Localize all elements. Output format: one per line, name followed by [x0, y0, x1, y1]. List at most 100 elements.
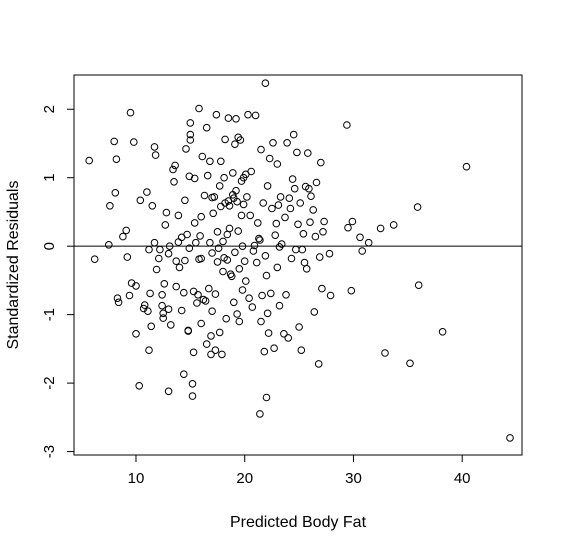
- data-point: [262, 393, 271, 402]
- data-point: [256, 410, 264, 418]
- data-point: [212, 110, 221, 119]
- data-point: [200, 191, 209, 200]
- data-point: [280, 330, 288, 338]
- data-point: [126, 108, 135, 117]
- data-point: [192, 238, 200, 247]
- data-point: [273, 160, 282, 168]
- data-point: [215, 328, 224, 337]
- data-point: [222, 314, 230, 323]
- data-point: [159, 314, 167, 322]
- data-point: [159, 309, 167, 318]
- data-point: [290, 184, 299, 193]
- data-point: [162, 208, 171, 217]
- data-point: [219, 237, 227, 246]
- data-point: [160, 280, 169, 288]
- y-tick-label: 1: [41, 174, 58, 182]
- data-point: [245, 294, 253, 303]
- data-point: [326, 291, 335, 300]
- data-point: [188, 380, 197, 388]
- data-point: [207, 332, 215, 340]
- x-axis: 10 20 30 40: [128, 455, 471, 487]
- y-tick-label: -2: [41, 376, 58, 389]
- data-point: [197, 254, 205, 263]
- data-point: [113, 294, 122, 303]
- data-point: [224, 114, 233, 122]
- data-point: [268, 204, 276, 213]
- data-point: [263, 182, 272, 190]
- data-point: [184, 327, 192, 335]
- data-point: [172, 282, 180, 291]
- data-point: [233, 310, 241, 318]
- data-point: [227, 272, 236, 281]
- data-point: [140, 301, 149, 309]
- data-point: [264, 329, 273, 337]
- data-point: [306, 218, 314, 226]
- data-point: [143, 188, 151, 196]
- data-point: [257, 317, 265, 326]
- data-point: [169, 165, 177, 174]
- data-points: [85, 79, 514, 442]
- data-point: [150, 238, 159, 247]
- data-point: [267, 289, 275, 298]
- data-point: [294, 220, 302, 229]
- data-point: [106, 202, 114, 210]
- data-point: [261, 79, 270, 87]
- data-point: [164, 305, 173, 314]
- data-point: [273, 263, 282, 272]
- data-point: [243, 193, 251, 201]
- data-point: [167, 321, 175, 329]
- data-point: [235, 265, 244, 273]
- data-point: [197, 212, 205, 221]
- data-point: [209, 209, 217, 218]
- data-point: [262, 271, 271, 280]
- data-point: [205, 284, 213, 293]
- data-point: [193, 299, 201, 307]
- data-point: [255, 234, 263, 243]
- data-point: [188, 392, 197, 400]
- data-point: [189, 348, 198, 357]
- x-tick-label: 10: [128, 470, 145, 487]
- data-point: [289, 130, 298, 139]
- data-point: [175, 263, 184, 272]
- data-point: [283, 139, 291, 147]
- data-point: [185, 244, 194, 252]
- data-point: [225, 202, 234, 210]
- data-point: [171, 161, 179, 170]
- data-point: [356, 233, 364, 242]
- data-point: [276, 193, 285, 201]
- data-point: [151, 151, 160, 159]
- data-point: [213, 258, 222, 266]
- data-point: [180, 370, 188, 379]
- data-point: [244, 110, 252, 119]
- data-point: [305, 184, 313, 193]
- data-point: [194, 291, 202, 299]
- data-point: [201, 297, 210, 305]
- data-point: [152, 265, 161, 274]
- data-point: [195, 104, 203, 113]
- data-point: [234, 227, 242, 235]
- data-point: [248, 303, 257, 311]
- data-point: [381, 349, 389, 357]
- data-point: [132, 330, 140, 338]
- data-point: [110, 137, 118, 146]
- data-point: [238, 242, 247, 250]
- data-point: [364, 238, 373, 247]
- data-point: [236, 136, 245, 144]
- data-point: [319, 228, 327, 236]
- y-axis-label: Standardized Residuals: [5, 181, 22, 350]
- data-point: [312, 178, 321, 187]
- data-point: [389, 221, 398, 229]
- data-point: [207, 350, 215, 359]
- data-point: [288, 175, 297, 183]
- data-point: [164, 249, 173, 258]
- data-point: [287, 254, 296, 263]
- data-point: [145, 346, 153, 355]
- data-point: [347, 286, 356, 295]
- data-point: [135, 382, 143, 390]
- data-point: [208, 307, 216, 316]
- data-point: [238, 286, 247, 294]
- data-point: [438, 328, 447, 336]
- data-point: [202, 340, 211, 348]
